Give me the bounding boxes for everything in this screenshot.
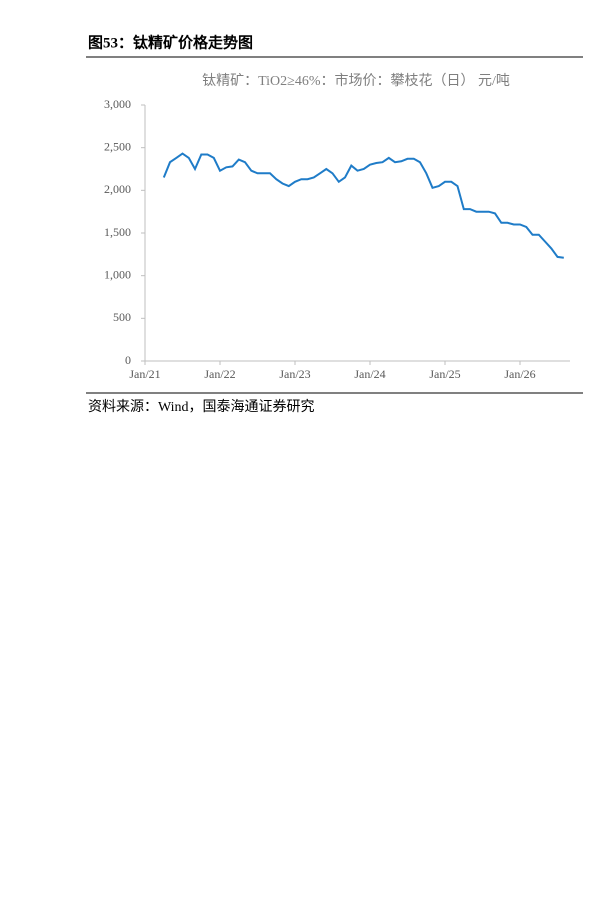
x-tick-label: Jan/24 [354, 367, 385, 381]
x-tick-label: Jan/25 [429, 367, 460, 381]
chart-title: 钛精矿：TiO2≥46%：市场价：攀枝花（日） 元/吨 [202, 72, 510, 89]
y-tick-label: 1,500 [104, 225, 131, 239]
y-tick-label: 2,500 [104, 139, 131, 153]
x-tick-label: Jan/21 [129, 367, 160, 381]
y-tick-label: 1,000 [104, 267, 131, 281]
price-line [162, 152, 564, 259]
y-tick-label: 500 [113, 310, 131, 324]
x-tick-label: Jan/23 [279, 367, 310, 381]
y-tick-label: 3,000 [104, 97, 131, 111]
source: 资料来源：Wind，国泰海通证券研究 [88, 399, 315, 415]
x-tick-label: Jan/26 [504, 367, 535, 381]
y-tick-label: 0 [125, 353, 131, 367]
y-tick-label: 2,000 [104, 182, 131, 196]
x-tick-label: Jan/22 [204, 367, 235, 381]
figure-title: 图53：钛精矿价格走势图 [88, 33, 253, 51]
